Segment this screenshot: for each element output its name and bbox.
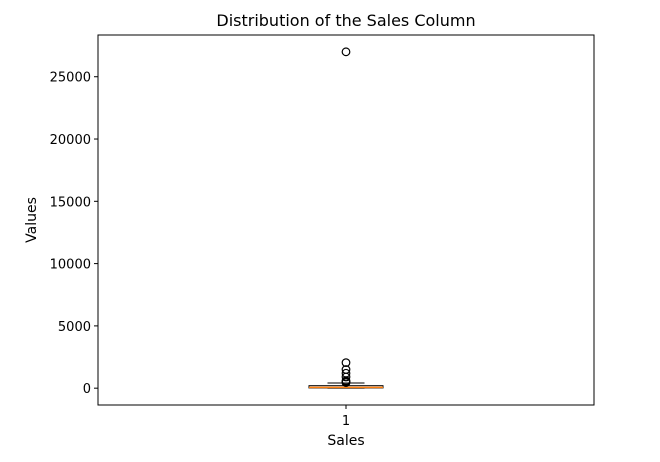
y-tick-label: 25000 — [50, 71, 91, 86]
y-axis-label: Values — [24, 197, 40, 243]
outlier-point — [341, 368, 351, 378]
x-axis-label: Sales — [327, 433, 364, 449]
y-tick-label: 10000 — [50, 258, 91, 273]
outlier-point — [341, 365, 351, 374]
y-tick-label: 0 — [83, 382, 91, 397]
plot-area — [97, 34, 595, 406]
chart-title: Distribution of the Sales Column — [216, 11, 475, 30]
x-tick-label: 1 — [342, 414, 350, 429]
outlier-point — [341, 47, 351, 57]
outlier-point — [341, 358, 351, 368]
y-tick-label: 15000 — [50, 195, 91, 210]
outlier-points — [341, 47, 351, 387]
y-tick-label: 20000 — [50, 133, 91, 148]
y-axis: 0 5000 10000 15000 20000 25000 — [50, 71, 98, 397]
x-axis: 1 — [342, 405, 350, 429]
y-tick-label: 5000 — [58, 320, 91, 335]
